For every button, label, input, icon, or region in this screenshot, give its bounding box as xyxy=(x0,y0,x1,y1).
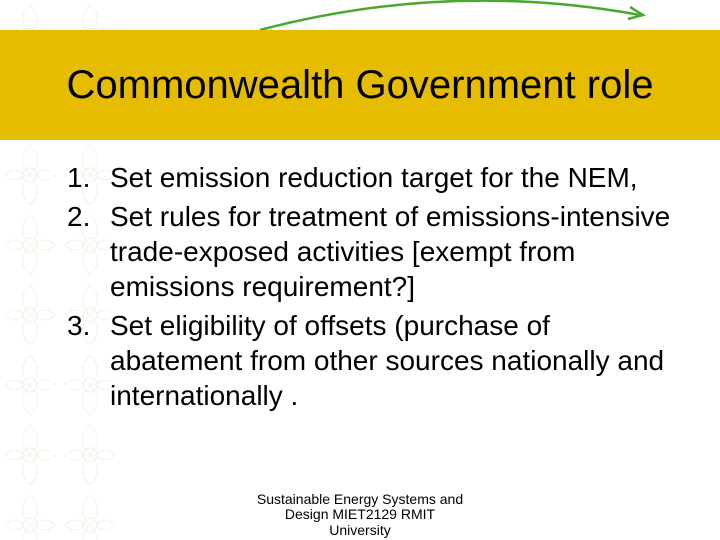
footer-line: University xyxy=(0,523,720,538)
footer: Sustainable Energy Systems and Design MI… xyxy=(0,492,720,538)
content-area: Set emission reduction target for the NE… xyxy=(55,160,675,417)
footer-line: Design MIET2129 RMIT xyxy=(0,507,720,522)
numbered-list: Set emission reduction target for the NE… xyxy=(55,160,675,413)
list-item: Set emission reduction target for the NE… xyxy=(55,160,675,195)
list-item: Set eligibility of offsets (purchase of … xyxy=(55,308,675,413)
list-item: Set rules for treatment of emissions-int… xyxy=(55,199,675,304)
footer-line: Sustainable Energy Systems and xyxy=(0,492,720,507)
title-band: Commonwealth Government role xyxy=(0,30,720,140)
slide-title: Commonwealth Government role xyxy=(67,62,654,108)
